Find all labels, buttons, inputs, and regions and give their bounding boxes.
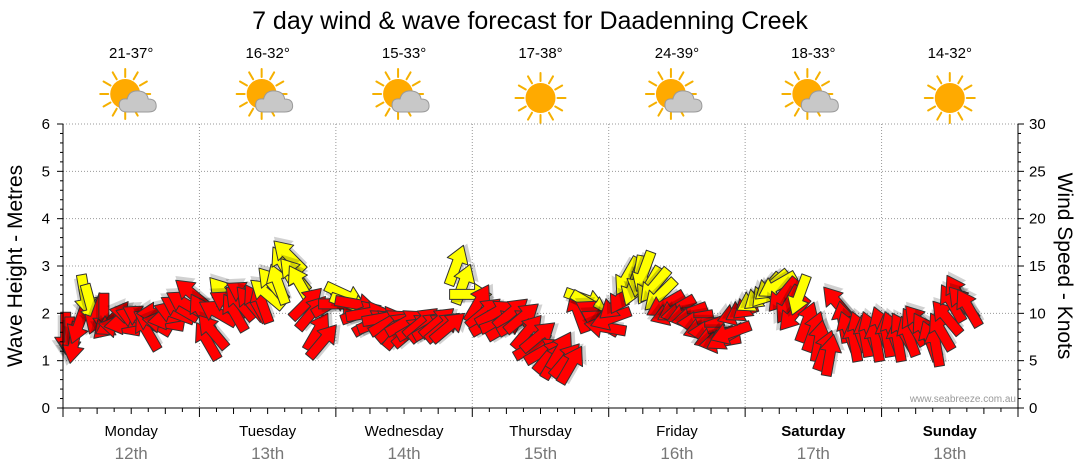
wind-arrow <box>754 269 799 298</box>
right-tick-label: 0 <box>1029 400 1037 417</box>
temp-range-label: 15-33° <box>382 45 426 62</box>
day-label: Monday <box>105 423 159 440</box>
day-label: Saturday <box>781 423 846 440</box>
wind-arrow <box>305 324 341 361</box>
day-label: Wednesday <box>365 423 444 440</box>
right-tick-label: 30 <box>1029 116 1046 133</box>
wind-arrow <box>783 273 812 317</box>
left-axis-title: Wave Height - Metres <box>4 165 27 367</box>
left-tick-label: 6 <box>42 116 50 133</box>
right-tick-label: 5 <box>1029 353 1037 370</box>
weather-row: 21-37° 16-32° 15-33° 17-38° 24-39° 18-33° 14-3… <box>99 45 976 124</box>
day-label: Sunday <box>923 423 978 440</box>
day-label: Tuesday <box>239 423 296 440</box>
day-label: Thursday <box>509 423 572 440</box>
wind-arrow <box>555 345 587 386</box>
right-tick-label: 15 <box>1029 258 1046 275</box>
left-tick-label: 2 <box>42 305 50 322</box>
temp-range-label: 14-32° <box>928 45 972 62</box>
left-tick-label: 4 <box>42 211 50 228</box>
partly-cloudy-icon <box>235 68 294 120</box>
date-label: 16th <box>660 444 693 463</box>
wind-arrow <box>518 322 559 355</box>
wind-arrow <box>502 303 543 336</box>
wind-arrows <box>51 236 985 386</box>
date-label: 14th <box>388 444 421 463</box>
date-label: 13th <box>251 444 284 463</box>
left-tick-label: 3 <box>42 258 50 275</box>
right-axis-title: Wind Speed - Knots <box>1053 173 1076 360</box>
wind-arrow <box>819 331 845 377</box>
temp-range-label: 16-32° <box>245 45 289 62</box>
right-tick-label: 10 <box>1029 305 1046 322</box>
sun-icon <box>514 72 567 124</box>
partly-cloudy-icon <box>644 68 703 120</box>
sun-icon <box>923 72 976 124</box>
right-tick-label: 20 <box>1029 211 1046 228</box>
wind-arrow <box>443 243 472 288</box>
chart-title: 7 day wind & wave forecast for Daadennin… <box>252 7 808 35</box>
temp-range-label: 24-39° <box>655 45 699 62</box>
site-credit: www.seabreeze.com.au <box>909 394 1016 405</box>
temp-range-label: 18-33° <box>791 45 835 62</box>
day-labels: Monday 12th Tuesday 13th Wednesday 14th Thursd… <box>105 423 978 463</box>
date-label: 17th <box>797 444 830 463</box>
date-label: 15th <box>524 444 557 463</box>
left-tick-label: 1 <box>42 353 50 370</box>
left-tick-label: 5 <box>42 163 50 180</box>
partly-cloudy-icon <box>781 68 839 120</box>
partly-cloudy-icon <box>372 68 430 120</box>
temp-range-label: 21-37° <box>109 45 153 62</box>
right-tick-label: 25 <box>1029 163 1046 180</box>
left-tick-label: 0 <box>42 400 50 417</box>
chart-axes: 0 1 2 3 4 5 6 0 5 10 15 20 25 30 <box>42 116 1046 417</box>
wind-arrow <box>428 312 469 345</box>
temp-range-label: 17-38° <box>518 45 562 62</box>
partly-cloudy-icon <box>99 68 157 120</box>
date-label: 18th <box>933 444 966 463</box>
wind-arrow <box>956 285 985 329</box>
day-label: Friday <box>656 423 698 440</box>
date-label: 12th <box>115 444 148 463</box>
wind-arrow <box>706 318 753 345</box>
